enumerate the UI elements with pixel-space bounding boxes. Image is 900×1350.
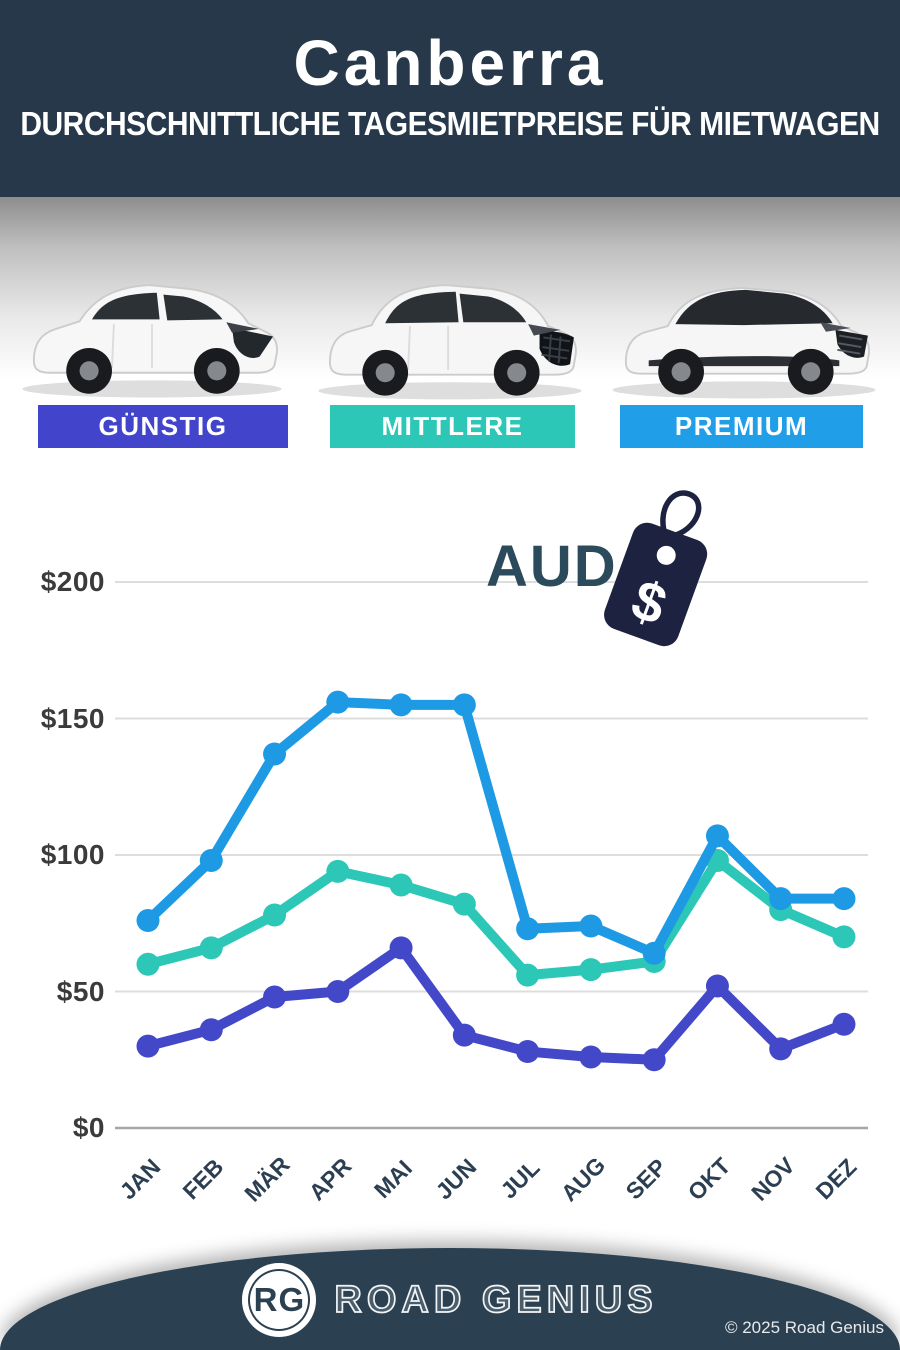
data-point-günstig [832,1012,856,1036]
line-premium [143,697,849,959]
midsize-suv-image [318,284,582,400]
economy-car-image [22,284,282,398]
data-point-günstig [263,985,287,1009]
car-wheel-hub [671,362,691,382]
data-point-premium [452,693,476,717]
car-wheel-hub [207,361,227,381]
data-point-mittlere [389,873,413,897]
data-point-premium [705,824,729,848]
data-point-günstig [326,980,350,1003]
header-banner: Canberra DURCHSCHNITTLICHE TAGESMIETPREI… [0,0,900,197]
car-headlight [820,322,851,332]
data-point-mittlere [326,859,350,883]
category-label-premium: PREMIUM [620,405,863,448]
car-headlight [226,322,259,333]
car-wheel-hub [507,363,527,383]
data-point-premium [642,941,666,965]
car-grille-mesh [837,334,863,355]
y-axis-label: $0 [72,1112,105,1143]
data-point-mittlere [832,925,856,949]
footer-banner: RG ROAD GENIUS [0,1248,900,1350]
car-shadow [318,382,582,400]
y-axis-label: $200 [40,566,105,597]
car-front-window [163,294,223,321]
data-point-mittlere [516,963,540,987]
data-point-premium [516,917,540,941]
line-mittlere [143,855,849,981]
car-front-window [459,293,527,323]
car-rear-window [385,291,459,324]
category-label-guenstig: GÜNSTIG [38,405,288,448]
data-point-mittlere [136,952,160,976]
line-günstig [143,942,849,1065]
data-point-mittlere [579,958,603,982]
car-rear-window [91,292,160,320]
car-door-lines [407,326,450,370]
car-wheel-hub [375,363,395,383]
car-door-lines [111,324,153,369]
y-axis-label: $100 [40,839,105,870]
data-point-premium [579,914,603,938]
currency-label: AUD [486,534,618,599]
price-tag-hole [656,545,676,565]
road-genius-logo-icon: RG [242,1263,317,1337]
page-subtitle: DURCHSCHNITTLICHE TAGESMIETPREISE FÜR MI… [20,105,880,143]
copyright-text: © 2025 Road Genius [724,1318,884,1337]
data-point-premium [389,693,413,717]
data-point-günstig [452,1023,476,1047]
category-label-mittlere: MITTLERE [330,405,575,448]
car-dark-roof [675,289,833,326]
price-tag-icon: $ [604,490,708,647]
data-point-günstig [136,1034,160,1058]
data-point-günstig [769,1037,793,1061]
data-point-premium [136,909,160,933]
premium-suv-image [612,286,876,399]
data-point-günstig [516,1040,540,1064]
data-point-mittlere [452,892,476,916]
car-shadow [22,380,282,398]
data-point-günstig [579,1045,603,1069]
car-wheel-hub [801,362,821,382]
logo-text: ROAD GENIUS [334,1278,658,1322]
data-point-premium [832,887,856,911]
car-headlight [528,324,561,336]
line-chart [115,581,868,1130]
data-point-mittlere [263,903,287,927]
data-point-günstig [199,1018,223,1042]
data-point-mittlere [199,936,223,960]
data-point-günstig [642,1048,666,1072]
price-tag-body [604,522,708,647]
y-axis-label: $50 [56,975,105,1007]
data-point-premium [263,742,287,766]
page-title: Canberra [293,27,607,99]
car-grille [232,327,274,358]
data-point-premium [326,690,350,714]
data-point-günstig [389,936,413,960]
data-point-premium [769,887,793,911]
car-grille-mesh [541,334,571,364]
footer-logo-row: RG ROAD GENIUS [0,1248,900,1337]
price-tag-string [660,490,702,541]
data-point-günstig [705,974,729,998]
car-wheel-hub [79,361,99,381]
data-point-premium [199,848,223,872]
y-axis-label: $150 [40,702,105,734]
car-shadow [612,381,876,399]
logo-initials: RG [253,1281,306,1318]
